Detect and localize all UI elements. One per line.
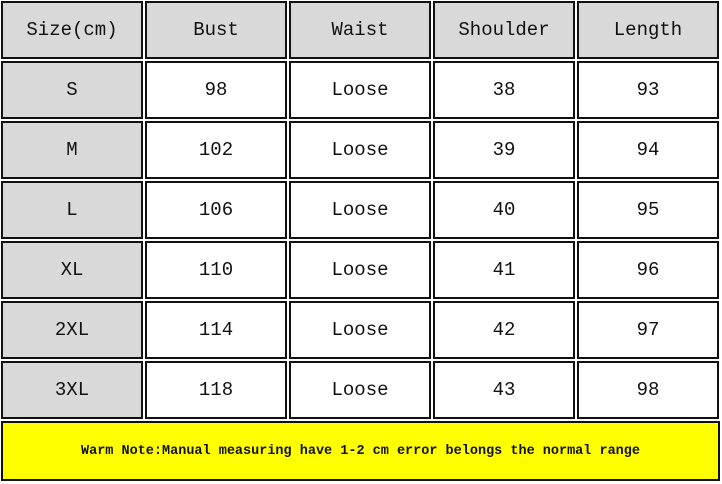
value-cell: 38: [433, 61, 575, 119]
value-cell: 40: [433, 181, 575, 239]
value-cell: Loose: [289, 181, 431, 239]
value-cell: 98: [577, 361, 719, 419]
value-cell: 98: [145, 61, 287, 119]
header-cell: Size(cm): [1, 1, 143, 59]
value-cell: 102: [145, 121, 287, 179]
value-cell: Loose: [289, 301, 431, 359]
value-cell: 43: [433, 361, 575, 419]
warm-note: Warm Note:Manual measuring have 1-2 cm e…: [1, 421, 720, 481]
size-cell: M: [1, 121, 143, 179]
value-cell: Loose: [289, 61, 431, 119]
value-cell: 114: [145, 301, 287, 359]
header-cell: Shoulder: [433, 1, 575, 59]
value-cell: 42: [433, 301, 575, 359]
size-cell: 3XL: [1, 361, 143, 419]
header-cell: Length: [577, 1, 719, 59]
value-cell: 118: [145, 361, 287, 419]
header-cell: Bust: [145, 1, 287, 59]
value-cell: 96: [577, 241, 719, 299]
value-cell: 93: [577, 61, 719, 119]
value-cell: 95: [577, 181, 719, 239]
size-cell: L: [1, 181, 143, 239]
size-cell: S: [1, 61, 143, 119]
value-cell: 94: [577, 121, 719, 179]
header-cell: Waist: [289, 1, 431, 59]
value-cell: Loose: [289, 241, 431, 299]
value-cell: 97: [577, 301, 719, 359]
value-cell: 39: [433, 121, 575, 179]
value-cell: 41: [433, 241, 575, 299]
size-cell: 2XL: [1, 301, 143, 359]
value-cell: 106: [145, 181, 287, 239]
value-cell: Loose: [289, 361, 431, 419]
size-cell: XL: [1, 241, 143, 299]
value-cell: 110: [145, 241, 287, 299]
value-cell: Loose: [289, 121, 431, 179]
